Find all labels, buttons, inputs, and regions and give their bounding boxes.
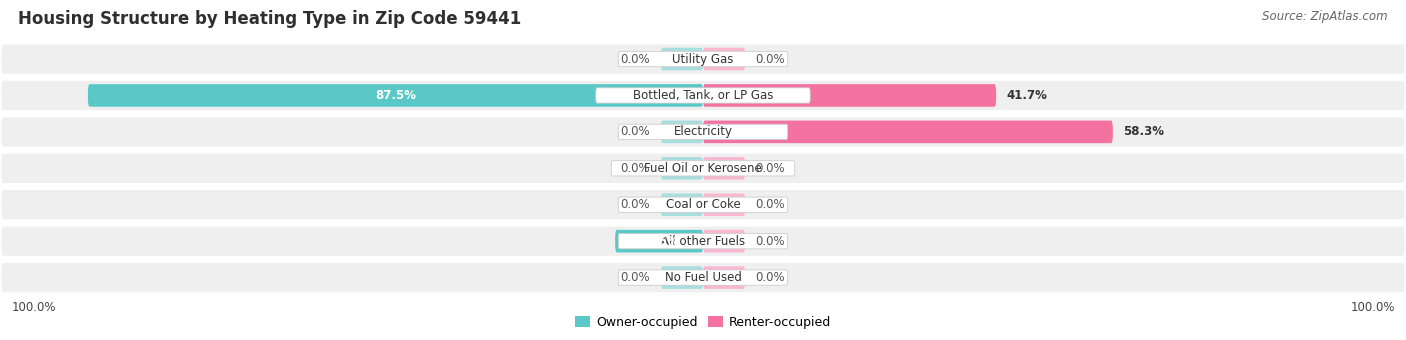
Text: Coal or Coke: Coal or Coke (665, 198, 741, 211)
Text: Bottled, Tank, or LP Gas: Bottled, Tank, or LP Gas (633, 89, 773, 102)
Text: 41.7%: 41.7% (1007, 89, 1047, 102)
Text: 0.0%: 0.0% (756, 52, 786, 66)
Text: 0.0%: 0.0% (620, 198, 650, 211)
FancyBboxPatch shape (0, 225, 1406, 257)
FancyBboxPatch shape (0, 80, 1406, 112)
FancyBboxPatch shape (616, 230, 703, 252)
Text: 0.0%: 0.0% (756, 271, 786, 284)
Text: Electricity: Electricity (673, 125, 733, 138)
FancyBboxPatch shape (703, 84, 997, 107)
FancyBboxPatch shape (596, 88, 810, 103)
Text: Housing Structure by Heating Type in Zip Code 59441: Housing Structure by Heating Type in Zip… (18, 10, 522, 28)
Text: 87.5%: 87.5% (375, 89, 416, 102)
FancyBboxPatch shape (619, 124, 787, 139)
Text: 0.0%: 0.0% (620, 52, 650, 66)
Text: 0.0%: 0.0% (620, 271, 650, 284)
FancyBboxPatch shape (703, 230, 745, 252)
Legend: Owner-occupied, Renter-occupied: Owner-occupied, Renter-occupied (569, 311, 837, 334)
FancyBboxPatch shape (0, 43, 1406, 75)
FancyBboxPatch shape (619, 197, 787, 212)
Text: Fuel Oil or Kerosene: Fuel Oil or Kerosene (644, 162, 762, 175)
FancyBboxPatch shape (661, 266, 703, 289)
Text: 58.3%: 58.3% (1123, 125, 1164, 138)
FancyBboxPatch shape (703, 48, 745, 70)
FancyBboxPatch shape (619, 51, 787, 67)
FancyBboxPatch shape (0, 152, 1406, 184)
FancyBboxPatch shape (661, 157, 703, 180)
Text: 0.0%: 0.0% (620, 162, 650, 175)
Text: 0.0%: 0.0% (756, 162, 786, 175)
Text: No Fuel Used: No Fuel Used (665, 271, 741, 284)
FancyBboxPatch shape (661, 48, 703, 70)
FancyBboxPatch shape (0, 116, 1406, 148)
FancyBboxPatch shape (612, 161, 794, 176)
FancyBboxPatch shape (619, 234, 787, 249)
FancyBboxPatch shape (661, 193, 703, 216)
Text: Source: ZipAtlas.com: Source: ZipAtlas.com (1263, 10, 1388, 23)
FancyBboxPatch shape (0, 261, 1406, 294)
Text: Utility Gas: Utility Gas (672, 52, 734, 66)
Text: All other Fuels: All other Fuels (661, 235, 745, 248)
Text: 12.5%: 12.5% (638, 235, 679, 248)
FancyBboxPatch shape (703, 266, 745, 289)
FancyBboxPatch shape (703, 193, 745, 216)
FancyBboxPatch shape (0, 189, 1406, 221)
FancyBboxPatch shape (703, 157, 745, 180)
Text: 0.0%: 0.0% (756, 235, 786, 248)
Text: 0.0%: 0.0% (620, 125, 650, 138)
FancyBboxPatch shape (87, 84, 703, 107)
FancyBboxPatch shape (703, 121, 1114, 143)
Text: 100.0%: 100.0% (1350, 301, 1395, 314)
FancyBboxPatch shape (619, 270, 787, 285)
Text: 100.0%: 100.0% (11, 301, 56, 314)
FancyBboxPatch shape (661, 121, 703, 143)
Text: 0.0%: 0.0% (756, 198, 786, 211)
